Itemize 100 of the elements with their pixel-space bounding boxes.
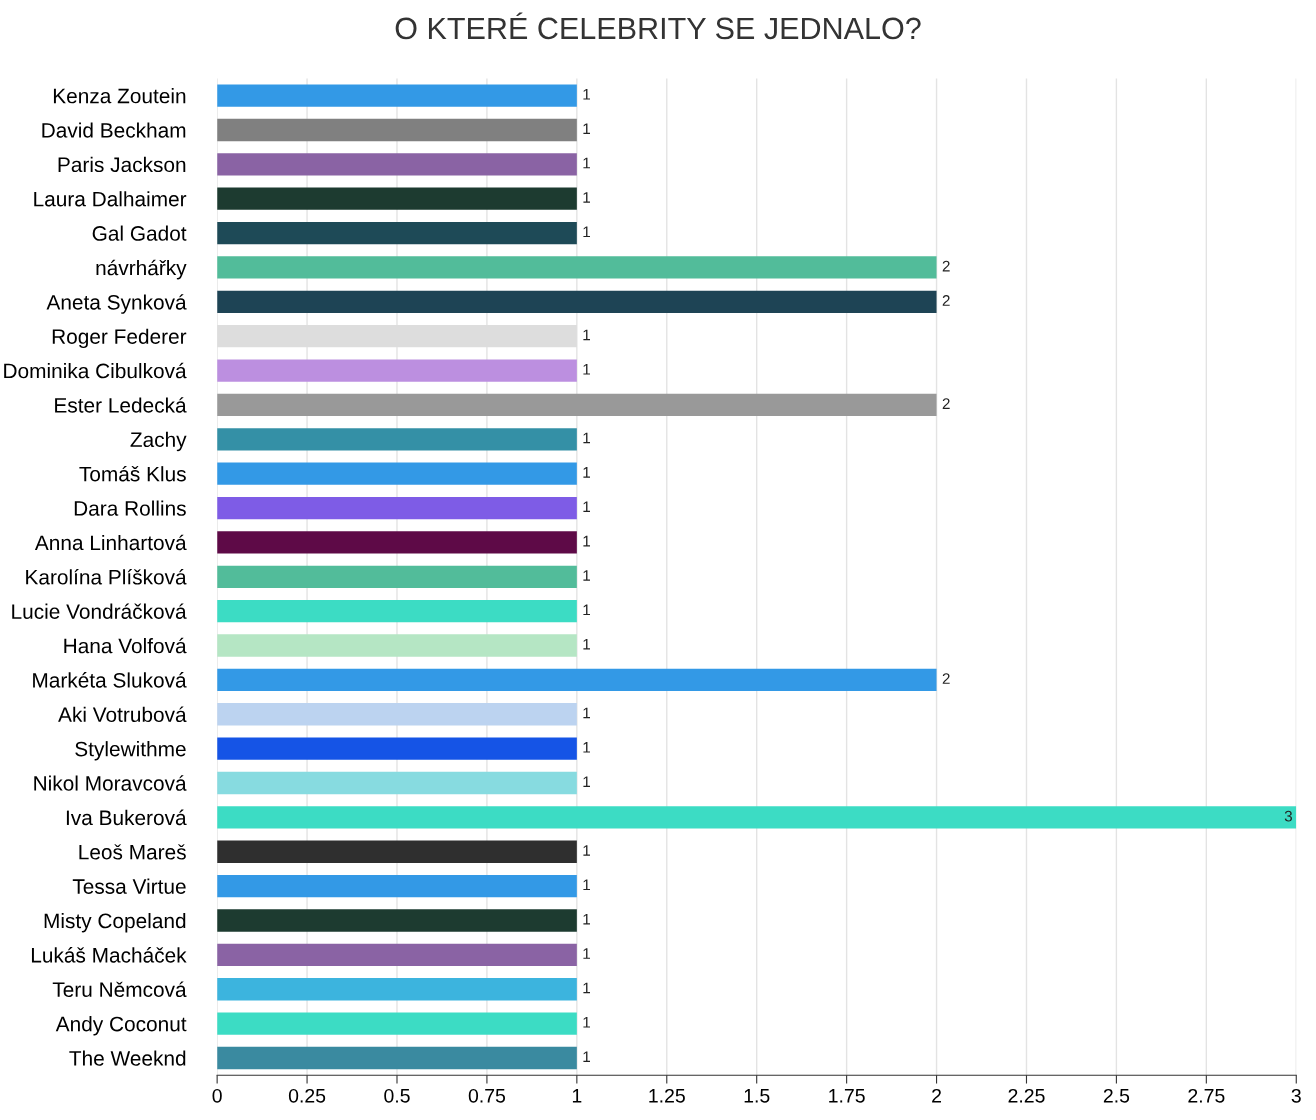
y-tick-label: Anna Linhartová	[34, 534, 187, 551]
x-tick-label: 0	[212, 1088, 222, 1103]
y-tick-label: Stylewithme	[75, 741, 186, 761]
data-label: 1	[583, 157, 590, 169]
x-tick-label: 1.75	[829, 1089, 865, 1103]
bar	[217, 359, 577, 382]
bar	[217, 737, 577, 760]
data-label: 1	[583, 501, 590, 513]
y-tick-label: Misty Copeland	[44, 912, 186, 933]
bar	[217, 668, 937, 692]
data-label: 1	[583, 742, 590, 753]
y-tick-label: Dominika Cibulková	[4, 362, 187, 379]
bar	[217, 840, 577, 863]
data-label: 1	[583, 604, 590, 616]
data-label: 1	[583, 913, 590, 925]
bar	[217, 600, 577, 623]
y-tick-label: Zachy	[130, 431, 187, 452]
y-tick-label: David Beckham	[42, 122, 186, 138]
data-label: 1	[583, 982, 590, 994]
y-tick-label: Gal Gadot	[92, 225, 187, 241]
y-tick-label: Hana Volfová	[64, 637, 187, 654]
bar	[217, 290, 937, 313]
data-label: 1	[583, 467, 590, 478]
y-tick-label: Teru Němcová	[52, 981, 187, 998]
data-label: 2	[942, 295, 950, 306]
x-tick-label: 2.75	[1188, 1088, 1225, 1103]
bar	[217, 462, 577, 485]
y-tick-label: Kenza Zoutein	[53, 88, 186, 104]
data-label: 1	[583, 845, 590, 856]
bar	[217, 84, 577, 107]
y-tick-label: Tomáš Klus	[79, 465, 186, 482]
bar	[217, 1046, 577, 1070]
y-tick-label: Laura Dalhaimer	[34, 191, 187, 207]
y-tick-label: Markéta Sluková	[33, 672, 187, 688]
y-tick-label: The Weeknd	[69, 1050, 186, 1066]
bar	[217, 531, 577, 554]
bar	[217, 634, 577, 657]
y-tick-label: Tessa Virtue	[72, 878, 186, 894]
x-tick-label: 0.75	[468, 1088, 506, 1103]
x-tick-label: 2.5	[1103, 1088, 1130, 1103]
bar	[217, 806, 1297, 829]
bar	[217, 943, 577, 967]
bar	[217, 153, 577, 176]
x-tick-label: 1	[572, 1089, 582, 1103]
y-tick-label: Aki Votrubová	[58, 706, 187, 723]
data-label: 1	[583, 570, 590, 581]
x-tick-label: 3	[1291, 1088, 1301, 1103]
y-tick-label: Andy Coconut	[55, 1016, 187, 1036]
bar	[217, 393, 937, 417]
data-label: 2	[942, 673, 950, 684]
y-tick-label: Iva Bukerová	[66, 809, 187, 826]
bar	[217, 565, 577, 588]
y-tick-label: Nikol Moravcová	[34, 775, 187, 791]
data-label: 1	[583, 329, 590, 341]
data-label: 1	[583, 638, 590, 650]
y-tick-label: Paris Jackson	[58, 156, 186, 173]
data-label: 1	[583, 707, 590, 719]
data-label: 1	[583, 123, 590, 134]
x-tick-label: 1.25	[649, 1088, 685, 1103]
y-tick-label: Ester Ledecká	[55, 397, 187, 413]
y-tick-label: Leoš Mareš	[79, 844, 186, 860]
x-tick-label: 2	[932, 1088, 941, 1103]
y-tick-label: Lucie Vondráčková	[12, 603, 187, 619]
data-label: 1	[583, 192, 590, 203]
y-tick-label: Roger Federer	[52, 328, 187, 349]
bar	[217, 118, 577, 142]
y-tick-label: Lukáš Macháček	[31, 947, 187, 963]
x-tick-label: 1.5	[744, 1089, 770, 1103]
bar	[217, 221, 577, 245]
data-label: 3	[1284, 810, 1292, 822]
bar	[217, 428, 577, 451]
data-label: 1	[583, 364, 590, 375]
bar	[217, 187, 577, 210]
data-label: 1	[583, 226, 590, 238]
data-label: 2	[942, 260, 950, 272]
y-tick-label: Karolína Plíšková	[26, 569, 187, 585]
data-label: 1	[583, 89, 590, 100]
y-tick-label: návrhářky	[96, 259, 187, 280]
bar	[217, 771, 577, 795]
data-label: 2	[942, 398, 950, 409]
data-label: 1	[583, 1051, 590, 1062]
x-tick-label: 2.25	[1008, 1088, 1045, 1103]
bar	[217, 703, 577, 726]
x-tick-label: 0.5	[384, 1088, 410, 1103]
data-label: 1	[583, 432, 590, 444]
x-tick-label: 0.25	[288, 1088, 326, 1103]
bar	[217, 874, 577, 898]
data-label: 1	[583, 535, 590, 547]
bar	[217, 909, 577, 932]
bar	[217, 496, 577, 520]
data-label: 1	[583, 776, 590, 787]
bar	[217, 256, 937, 279]
y-tick-label: Dara Rollins	[74, 500, 186, 516]
bar	[217, 1012, 577, 1035]
bar	[217, 978, 577, 1001]
y-tick-label: Aneta Synková	[46, 294, 187, 314]
data-label: 1	[583, 948, 590, 959]
data-label: 1	[583, 879, 590, 891]
chart-title: O KTERÉ CELEBRITY SE JEDNALO?	[395, 12, 921, 40]
data-label: 1	[583, 1017, 590, 1028]
